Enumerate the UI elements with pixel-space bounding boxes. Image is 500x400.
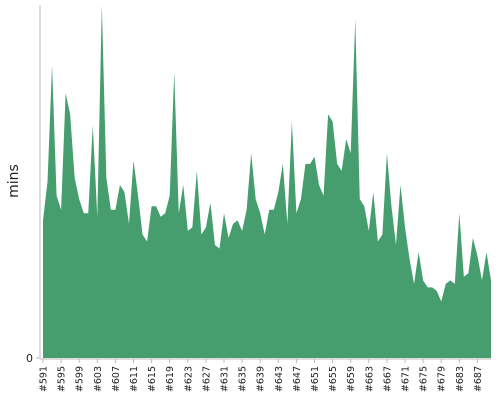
x-tick-label: #643 (274, 366, 285, 392)
y-tick-label: 0 (26, 352, 33, 365)
x-tick-label: #667 (382, 366, 393, 392)
x-tick-label: #607 (111, 366, 122, 392)
x-tick-label: #647 (292, 366, 303, 392)
x-tick-label: #679 (437, 366, 448, 392)
x-tick-label: #675 (419, 366, 430, 392)
x-tick-label: #595 (57, 366, 68, 392)
x-tick-label: #615 (147, 366, 158, 392)
x-tick-label: #659 (346, 366, 357, 392)
x-tick-label: #635 (238, 366, 249, 392)
x-tick-label: #671 (401, 366, 412, 392)
x-tick-label: #631 (220, 366, 231, 392)
x-tick-label: #623 (183, 366, 194, 392)
x-tick-label: #639 (256, 366, 267, 392)
x-tick-label: #591 (39, 366, 50, 392)
x-tick-label: #603 (93, 366, 104, 392)
y-axis-label: mins (6, 164, 22, 198)
x-tick-label: #683 (455, 366, 466, 392)
x-tick-label: #627 (201, 366, 212, 392)
x-tick-label: #599 (75, 366, 86, 392)
x-tick-label: #655 (328, 366, 339, 392)
x-tick-label: #619 (165, 366, 176, 392)
x-tick-label: #651 (310, 366, 321, 392)
area (43, 5, 491, 358)
x-tick-label: #687 (473, 366, 484, 392)
x-tick-label: #663 (364, 366, 375, 392)
x-tick-label: #611 (129, 366, 140, 392)
